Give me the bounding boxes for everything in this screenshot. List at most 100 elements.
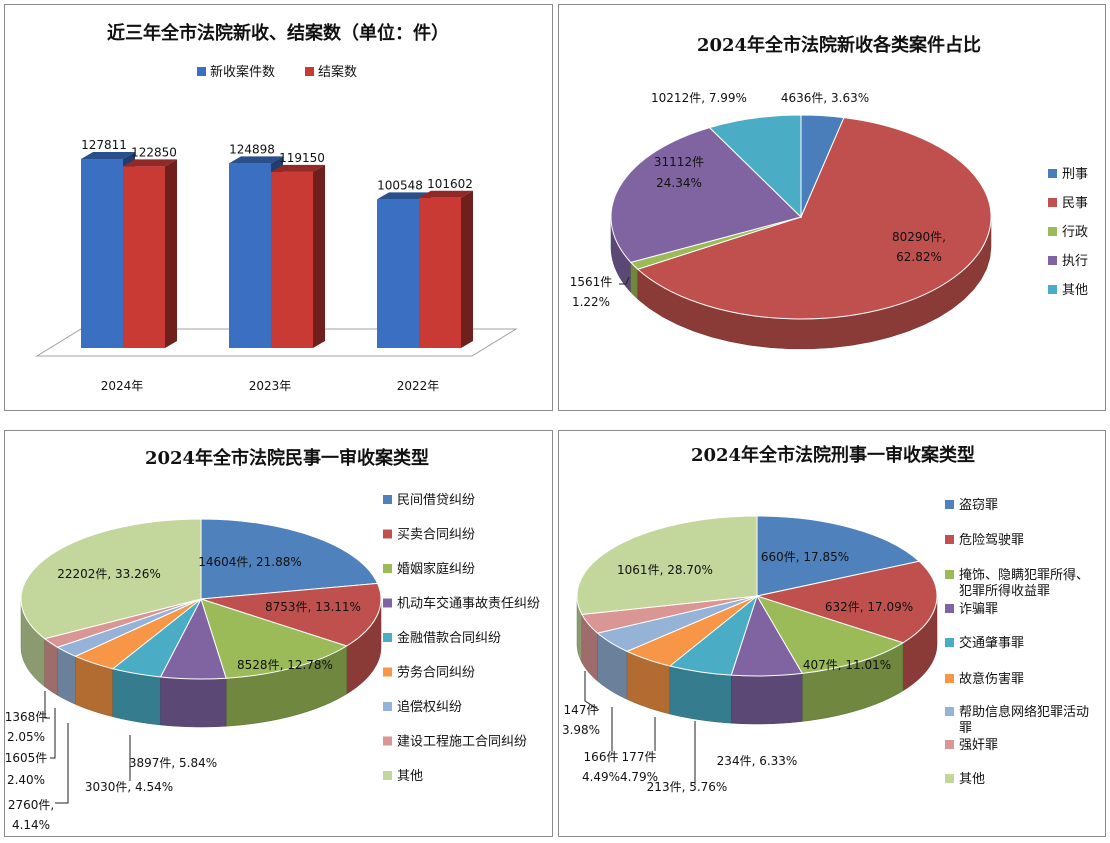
- legend-swatch: [945, 604, 954, 613]
- legend-swatch: [1048, 227, 1057, 236]
- data-label: 8753件, 13.11%: [265, 600, 361, 614]
- legend-swatch: [1048, 169, 1057, 178]
- pie-slice-side: [112, 668, 161, 726]
- bar-data-label: 122850: [131, 145, 177, 159]
- pie-slice: [610, 127, 802, 263]
- legend-label: 危险驾驶罪: [959, 533, 1024, 548]
- legend-swatch: [1048, 285, 1057, 294]
- data-label: 1.22%: [572, 295, 610, 309]
- legend-label: 民事: [1062, 196, 1088, 211]
- data-label: 407件, 11.01%: [803, 658, 891, 672]
- legend-swatch: [945, 774, 954, 783]
- data-label: 1605件: [5, 751, 47, 765]
- pie-slice: [200, 598, 348, 679]
- legend-swatch: [383, 702, 392, 711]
- legend-label: 民间借贷纠纷: [397, 493, 475, 508]
- legend-label: 买卖合同纠纷: [397, 528, 475, 543]
- pie-slice: [756, 515, 921, 597]
- bar: [271, 164, 325, 348]
- legend-swatch: [1048, 256, 1057, 265]
- legend-swatch: [945, 500, 954, 509]
- data-label: 166件: [584, 750, 619, 764]
- legend-swatch: [383, 598, 392, 608]
- data-label: 14604件, 21.88%: [198, 555, 302, 569]
- data-label: 80290件,: [892, 230, 946, 244]
- chart-title: 近三年全市法院新收、结案数（单位：件）: [107, 22, 449, 44]
- data-label: 1061件, 28.70%: [617, 563, 713, 577]
- data-label: 3.98%: [562, 723, 600, 737]
- civil-case-pie-panel: 2024年全市法院民事一审收案类型 14604件, 21.88% 8753件, 13…: [4, 430, 553, 837]
- legend-label: 帮助信息网络犯罪活动: [959, 704, 1089, 720]
- legend-label: 交通肇事罪: [959, 635, 1024, 651]
- bar-data-label: 119150: [279, 151, 325, 165]
- chart-title: 2024年全市法院新收各类案件占比: [697, 34, 981, 56]
- data-label: 177件: [622, 750, 657, 764]
- pie-slice-side: [730, 673, 803, 725]
- bar-data-label: 100548: [377, 178, 423, 192]
- data-label: 2760件,: [8, 798, 54, 812]
- data-label: 10212件, 7.99%: [651, 91, 747, 105]
- data-label: 632件, 17.09%: [825, 600, 913, 614]
- data-label: 2.40%: [7, 773, 45, 787]
- case-share-pie-chart: 2024年全市法院新收各类案件占比 4636件, 3.63% 80290件, 62.8…: [570, 34, 1088, 350]
- bar: [123, 159, 177, 348]
- bar: [419, 190, 473, 348]
- legend-swatch: [305, 67, 314, 76]
- pie-slice-side: [44, 638, 58, 696]
- legend-label: 盗窃罪: [959, 497, 998, 513]
- data-label: 2.05%: [7, 730, 45, 744]
- legend-label: 强奸罪: [959, 738, 998, 753]
- leader-line: [44, 691, 50, 719]
- legend-label: 结案数: [318, 65, 357, 80]
- legend-label: 诈骗罪: [959, 602, 998, 617]
- data-label: 3030件, 4.54%: [85, 780, 173, 794]
- legend-label: 新收案件数: [210, 64, 275, 80]
- legend-swatch: [945, 707, 954, 716]
- data-label: 4.49%: [582, 770, 620, 784]
- legend-label: 其他: [959, 772, 985, 787]
- data-label: 147件: [564, 703, 599, 717]
- data-label: 4.14%: [12, 818, 50, 832]
- civil-case-pie-chart: 2024年全市法院民事一审收案类型 14604件, 21.88% 8753件, 13…: [5, 447, 540, 832]
- legend-label: 建设工程施工合同纠纷: [397, 735, 527, 750]
- leader-line: [584, 671, 600, 711]
- bar-data-label: 124898: [229, 142, 275, 156]
- data-label: 24.34%: [656, 176, 702, 190]
- pie-slice: [755, 595, 905, 674]
- legend-swatch: [383, 771, 392, 780]
- legend-label: 掩饰、隐瞒犯罪所得、: [959, 567, 1089, 583]
- data-label: 4.79%: [620, 770, 658, 784]
- data-label: 3897件, 5.84%: [129, 756, 217, 770]
- pie-slice: [755, 560, 938, 644]
- bar-data-label: 101602: [427, 177, 473, 191]
- x-tick-label: 2024年: [101, 379, 144, 393]
- data-label: 62.82%: [896, 250, 942, 264]
- leader-line: [55, 723, 69, 804]
- data-label: 213件, 5.76%: [647, 780, 728, 794]
- legend-swatch: [197, 67, 206, 76]
- legend-label: 追偿权纠纷: [397, 699, 462, 715]
- legend-swatch: [945, 638, 954, 647]
- legend-swatch: [383, 564, 392, 573]
- pie-slice: [200, 518, 379, 600]
- pie-slice: [200, 582, 382, 647]
- data-label: 660件, 17.85%: [761, 550, 849, 564]
- x-tick-label: 2023年: [249, 379, 292, 393]
- legend-swatch: [945, 674, 954, 683]
- legend-label: 罪: [959, 721, 972, 736]
- legend-label: 犯罪所得收益罪: [959, 583, 1050, 599]
- chart-title: 2024年全市法院民事一审收案类型: [145, 447, 429, 469]
- legend-swatch: [1048, 198, 1057, 207]
- legend-swatch: [383, 736, 392, 746]
- legend-label: 其他: [397, 769, 423, 784]
- legend-swatch: [383, 495, 392, 504]
- pie-slice: [576, 515, 758, 615]
- leader-line: [50, 708, 56, 759]
- leader-line: [619, 276, 630, 285]
- pie-slice-side: [160, 676, 227, 728]
- legend-swatch: [945, 570, 954, 579]
- legend-label: 行政: [1062, 225, 1088, 240]
- data-label: 1368件: [5, 710, 47, 724]
- legend-label: 婚姻家庭纠纷: [397, 561, 475, 577]
- legend-swatch: [383, 667, 392, 677]
